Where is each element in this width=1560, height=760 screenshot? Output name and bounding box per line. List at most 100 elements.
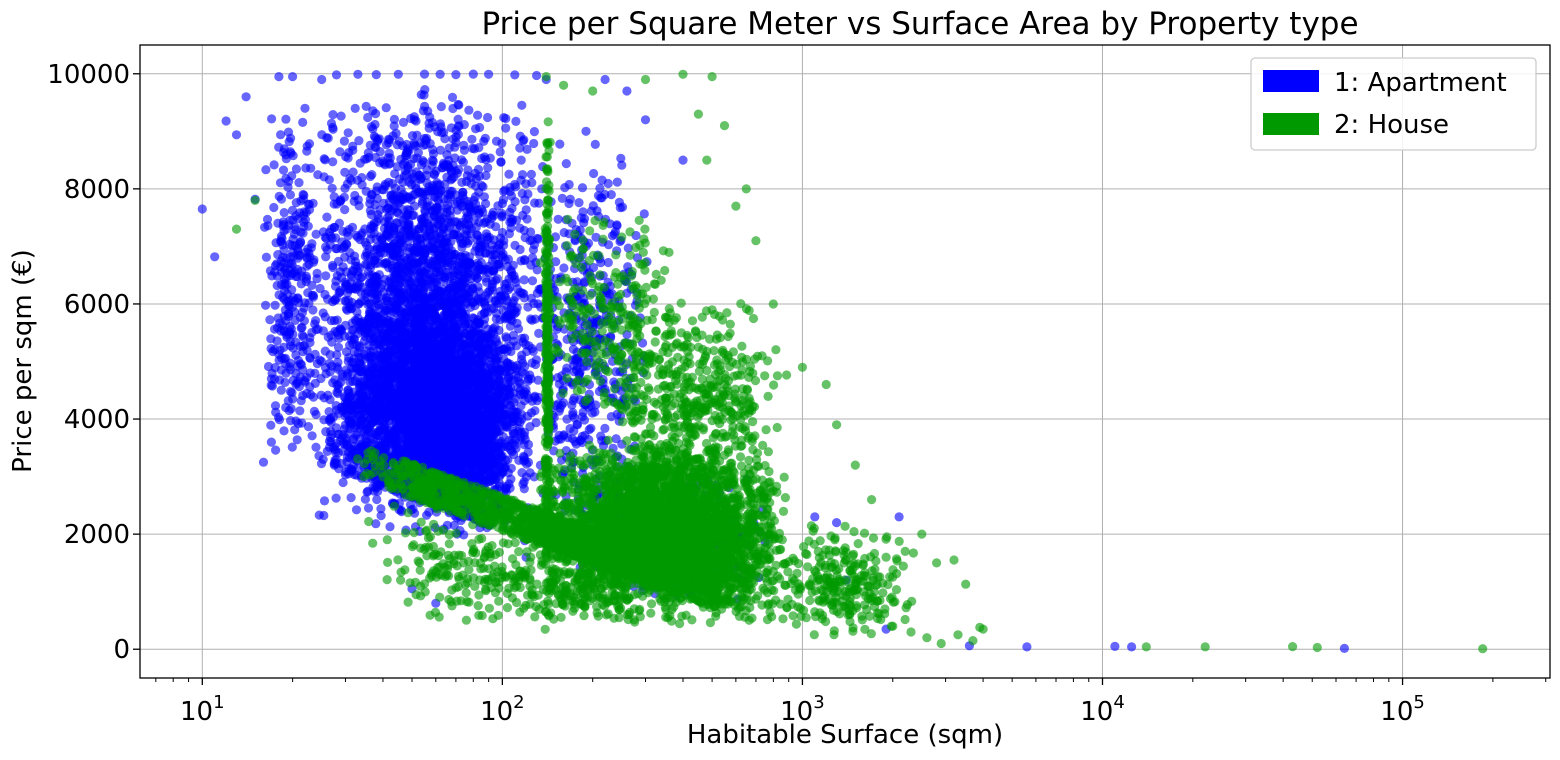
data-point [393, 208, 404, 218]
data-point [519, 275, 529, 285]
data-point [460, 219, 470, 229]
data-point [389, 287, 399, 297]
data-point [343, 128, 353, 138]
data-point [508, 449, 519, 460]
data-point [389, 121, 399, 131]
data-point [489, 235, 499, 245]
data-point [529, 127, 540, 137]
data-point [327, 183, 337, 193]
data-point [373, 287, 383, 297]
data-point [361, 101, 371, 111]
data-point [338, 226, 348, 236]
data-point [437, 214, 447, 224]
data-point [493, 201, 503, 211]
data-point [347, 222, 358, 232]
data-point [330, 295, 340, 305]
data-point [499, 186, 509, 196]
data-point [469, 289, 479, 299]
data-point [506, 474, 516, 484]
data-point [315, 355, 325, 365]
data-point [366, 229, 376, 239]
data-point [314, 510, 324, 520]
data-point [382, 323, 392, 333]
data-point [345, 173, 355, 184]
data-point [361, 436, 371, 447]
data-point [435, 119, 445, 129]
data-point [504, 169, 514, 179]
data-point [511, 291, 521, 302]
data-point [470, 246, 480, 256]
data-point [418, 278, 428, 288]
data-point [363, 112, 373, 123]
data-point [338, 477, 348, 488]
data-point [478, 265, 488, 275]
data-point [519, 456, 529, 466]
data-point [477, 153, 487, 164]
data-point [533, 375, 543, 385]
data-point [419, 157, 429, 167]
data-point [402, 341, 412, 352]
data-points [197, 69, 1488, 654]
data-point [474, 143, 484, 153]
data-point [517, 100, 527, 110]
data-point [509, 361, 519, 372]
data-point [438, 272, 448, 282]
data-point [340, 183, 350, 193]
data-point [402, 229, 413, 239]
data-point [507, 203, 517, 213]
data-point [320, 155, 330, 165]
data-point [351, 505, 362, 515]
data-point [463, 269, 473, 279]
data-point [331, 244, 341, 254]
data-point [407, 169, 417, 179]
data-point [360, 295, 370, 305]
data-point [448, 134, 458, 144]
data-point [320, 346, 330, 356]
data-point [442, 237, 452, 247]
data-point [382, 334, 392, 344]
data-point [501, 113, 511, 124]
data-point [499, 240, 509, 250]
data-point [515, 223, 525, 233]
data-point [375, 147, 385, 157]
data-point [379, 301, 389, 311]
data-point [394, 174, 405, 184]
data-point [506, 223, 516, 233]
data-point [526, 169, 537, 179]
data-point [338, 429, 348, 440]
data-point [421, 170, 432, 180]
data-point [346, 493, 356, 503]
data-point [328, 262, 338, 273]
data-point [436, 102, 446, 112]
data-point [349, 363, 359, 373]
data-point [516, 256, 526, 266]
data-point [419, 218, 429, 228]
data-point [415, 267, 426, 277]
data-point [357, 272, 367, 282]
data-point [376, 504, 386, 514]
data-point [318, 454, 328, 464]
data-point [460, 229, 470, 239]
data-point [371, 109, 381, 119]
data-point [350, 441, 360, 452]
data-point [355, 317, 365, 327]
data-point [503, 374, 513, 384]
data-point [511, 116, 521, 126]
data-point [398, 412, 408, 422]
data-point [341, 467, 351, 477]
data-point [491, 314, 501, 324]
data-point [503, 254, 513, 264]
data-point [425, 225, 435, 235]
data-point [330, 222, 340, 232]
data-point [364, 352, 374, 362]
data-point [450, 199, 460, 209]
data-point [372, 182, 382, 192]
data-point [449, 271, 459, 281]
data-point [398, 117, 409, 127]
data-point [434, 301, 444, 311]
data-point [442, 172, 452, 182]
data-point [473, 110, 483, 120]
data-point [355, 158, 365, 168]
data-point [367, 170, 377, 180]
